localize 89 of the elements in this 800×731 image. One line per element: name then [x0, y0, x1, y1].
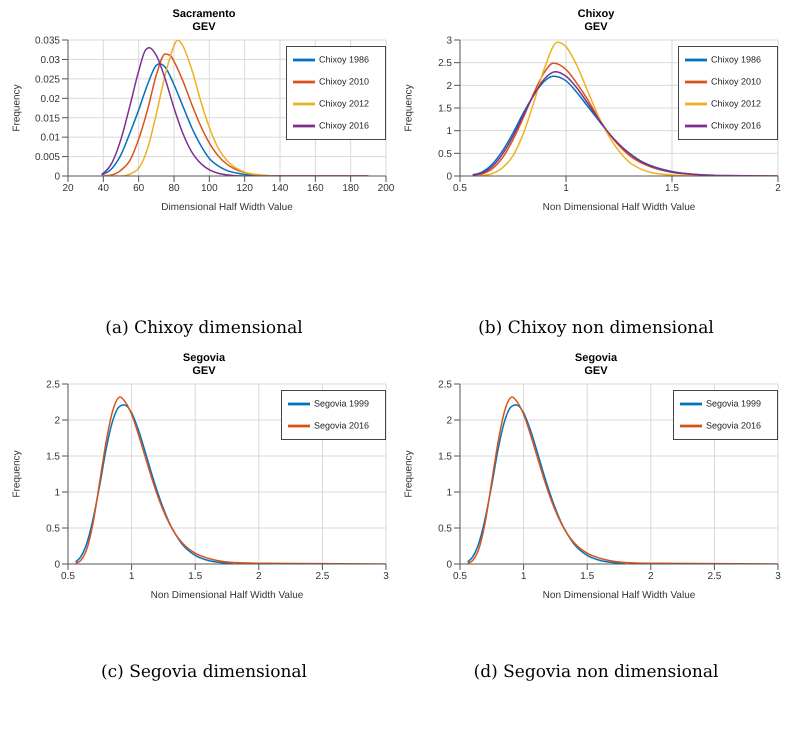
y-tick-label: 0.02	[40, 94, 60, 105]
y-tick-label: 0.01	[40, 132, 60, 144]
chart-subtitle: GEV	[191, 21, 217, 34]
x-tick-label: 2	[648, 571, 654, 582]
x-axis-title: Non Dimensional Half Width Value	[150, 590, 304, 601]
legend-label: Chixoy 1986	[318, 54, 369, 64]
x-tick-label: 3	[775, 571, 782, 582]
x-tick-label: 2.5	[315, 571, 330, 582]
y-tick-label: 0	[54, 560, 60, 571]
y-tick-label: 1.5	[438, 104, 452, 115]
x-tick-label: 1	[563, 183, 570, 194]
x-tick-label: 40	[98, 183, 110, 194]
x-tick-label: 120	[236, 183, 254, 194]
y-tick-label: 3	[446, 36, 452, 47]
x-tick-label: 100	[200, 183, 218, 194]
legend-label: Chixoy 2012	[710, 98, 761, 108]
y-tick-label: 1	[446, 126, 452, 138]
legend-label: Chixoy 2016	[318, 120, 369, 130]
x-tick-label: 20	[62, 183, 74, 194]
x-tick-label: 140	[272, 183, 289, 194]
y-tick-label: 0	[446, 560, 452, 571]
chart-subtitle: GEV	[583, 21, 609, 34]
x-tick-label: 1.5	[665, 183, 680, 194]
y-tick-label: 1.5	[46, 452, 60, 463]
line-series	[466, 396, 778, 564]
x-tick-label: 2.5	[707, 571, 722, 582]
x-tick-label: 0.5	[61, 571, 76, 582]
text: (b) Chixoy non dimensional	[477, 318, 715, 338]
line-series	[74, 396, 386, 564]
y-axis-title: Frequency	[12, 84, 23, 132]
chart-title: Chixoy	[576, 8, 616, 21]
y-axis-title: Frequency	[404, 450, 415, 498]
x-tick-label: 160	[306, 183, 324, 194]
y-tick-label: 0.015	[34, 113, 60, 124]
line-series	[74, 404, 234, 564]
x-tick-label: 2	[256, 571, 262, 582]
x-tick-label: 1.5	[580, 571, 595, 582]
x-tick-label: 0.5	[453, 571, 468, 582]
x-tick-label: 200	[378, 183, 395, 194]
y-axis-title: Frequency	[404, 84, 415, 132]
y-tick-label: 2	[446, 80, 452, 92]
x-axis-title: Non Dimensional Half Width Value	[542, 590, 696, 601]
x-axis-title: Dimensional Half Width Value	[161, 202, 294, 213]
y-tick-label: 1	[446, 488, 452, 499]
y-tick-label: 2	[446, 416, 452, 427]
y-tick-label: 1.5	[438, 452, 452, 463]
legend-label: Chixoy 2016	[710, 120, 761, 130]
y-tick-label: 0.5	[46, 524, 60, 535]
legend-label: Segovia 2016	[706, 420, 761, 430]
x-tick-label: 1.5	[188, 571, 203, 582]
text: (a) Chixoy dimensional	[104, 318, 304, 338]
x-tick-label: 3	[383, 571, 390, 582]
text: (d) Segovia non dimensional	[472, 662, 720, 682]
y-axis-title: Frequency	[12, 450, 23, 498]
legend-label: Chixoy 2010	[318, 76, 369, 86]
x-tick-label: 60	[133, 183, 145, 194]
x-tick-label: 0.5	[453, 183, 468, 194]
chart-title: Sacramento	[172, 8, 236, 21]
y-tick-label: 0.03	[40, 54, 60, 66]
y-tick-label: 2.5	[46, 380, 60, 391]
chart-subtitle: GEV	[191, 365, 217, 378]
y-tick-label: 2.5	[438, 380, 452, 391]
y-tick-label: 0	[54, 172, 60, 183]
y-tick-label: 1	[54, 488, 60, 499]
y-tick-label: 0.5	[438, 148, 452, 160]
x-tick-label: 2	[775, 183, 782, 194]
text: (c) Segovia dimensional	[100, 662, 308, 682]
y-tick-label: 2.5	[438, 58, 452, 70]
y-tick-label: 2	[54, 416, 60, 427]
legend-label: Segovia 1999	[706, 398, 761, 408]
x-tick-label: 1	[128, 571, 135, 582]
legend-label: Segovia 2016	[314, 420, 369, 430]
legend-label: Chixoy 1986	[710, 54, 761, 64]
x-tick-label: 180	[342, 183, 360, 194]
y-tick-label: 0.035	[34, 36, 60, 47]
legend-label: Chixoy 2012	[318, 98, 369, 108]
chart-subtitle: GEV	[583, 365, 609, 378]
legend-label: Chixoy 2010	[710, 76, 761, 86]
y-tick-label: 0	[446, 172, 452, 183]
chart-title: Segovia	[182, 352, 226, 365]
x-tick-label: 1	[520, 571, 527, 582]
x-tick-label: 80	[168, 183, 180, 194]
legend-label: Segovia 1999	[314, 398, 369, 408]
y-tick-label: 0.5	[438, 524, 452, 535]
chart-title: Segovia	[574, 352, 618, 365]
y-tick-label: 0.005	[34, 152, 60, 164]
x-axis-title: Non Dimensional Half Width Value	[542, 202, 696, 213]
y-tick-label: 0.025	[34, 74, 60, 86]
line-series	[466, 404, 626, 564]
